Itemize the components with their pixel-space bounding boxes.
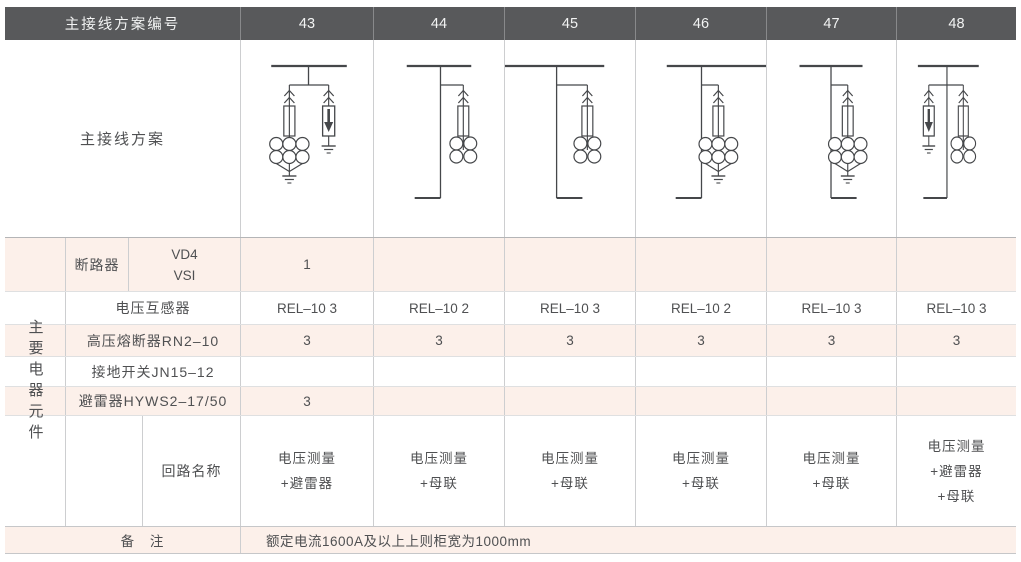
header-column-45: 45 <box>504 7 635 40</box>
breaker-row: 断路器 VD4 VSI 1 <box>5 238 1016 291</box>
surge-arrester-value-47 <box>766 387 896 415</box>
voltage-transformer-value-45: REL–10 3 <box>504 292 635 324</box>
hv-fuse-value-47: 3 <box>766 325 896 356</box>
components-group-strip <box>5 387 65 415</box>
hv-fuse-label: 高压熔断器RN2–10 <box>65 325 240 356</box>
hv-fuse-row: 高压熔断器RN2–10 3 3 3 3 3 3 <box>5 324 1016 356</box>
surge-arrester-value-44 <box>373 387 504 415</box>
breaker-value-44 <box>373 238 504 291</box>
voltage-transformer-value-43: REL–10 3 <box>240 292 373 324</box>
circuit-name-line: +母联 <box>551 476 589 491</box>
voltage-transformer-value-48: REL–10 3 <box>896 292 1016 324</box>
voltage-transformer-row: 电压互感器 REL–10 3 REL–10 2 REL–10 3 REL–10 2 REL… <box>5 291 1016 324</box>
header-column-47: 47 <box>766 7 896 40</box>
circuit-name-line: 电压测量 <box>278 451 336 466</box>
main-wiring-scheme-table: 主接线方案编号 43 44 45 46 47 48 主接线方案 断路器 VD4 VSI 1 电压互… <box>5 7 1016 554</box>
hv-fuse-value-48: 3 <box>896 325 1016 356</box>
breaker-label: 断路器 <box>65 238 128 291</box>
remark-label: 备 注 <box>120 534 170 549</box>
earthing-switch-value-47 <box>766 357 896 386</box>
earthing-switch-row: 接地开关JN15–12 <box>5 356 1016 386</box>
surge-arrester-value-46 <box>635 387 766 415</box>
scheme-diagram-row: 主接线方案 <box>5 40 1016 238</box>
circuit-name-value-45: 电压测量 +母联 <box>504 416 635 526</box>
components-group-strip <box>5 325 65 356</box>
scheme-diagram-46 <box>635 40 766 237</box>
circuit-name-line: 电压测量 <box>802 451 861 466</box>
circuit-name-value-48: 电压测量 +避雷器 +母联 <box>896 416 1016 526</box>
hv-fuse-value-46: 3 <box>635 325 766 356</box>
breaker-model-cell: VD4 VSI <box>128 238 240 291</box>
breaker-value-46 <box>635 238 766 291</box>
hv-fuse-value-44: 3 <box>373 325 504 356</box>
circuit-name-label: 回路名称 <box>142 416 240 526</box>
circuit-name-line: +母联 <box>937 488 976 504</box>
circuit-name-line: 电压测量 <box>410 451 468 466</box>
hv-fuse-value-45: 3 <box>504 325 635 356</box>
surge-arrester-row: 避雷器HYWS2–17/50 3 <box>5 386 1016 415</box>
hv-fuse-value-43: 3 <box>240 325 373 356</box>
circuit-name-line: +母联 <box>420 476 458 491</box>
scheme-row-label: 主接线方案 <box>79 131 165 148</box>
earthing-switch-value-44 <box>373 357 504 386</box>
earthing-switch-value-46 <box>635 357 766 386</box>
circuit-name-line: 电压测量 <box>927 438 986 454</box>
remark-row: 备 注 额定电流1600A及以上上则柜宽为1000mm <box>5 526 1016 554</box>
header-scheme-number-label: 主接线方案编号 <box>64 17 181 33</box>
scheme-diagram-48 <box>896 40 1016 237</box>
header-column-44: 44 <box>373 7 504 40</box>
components-group-strip <box>5 357 65 386</box>
circuit-name-line: +避雷器 <box>280 476 334 491</box>
breaker-value-48 <box>896 238 1016 291</box>
breaker-value-43: 1 <box>240 238 373 291</box>
circuit-name-row: 回路名称 电压测量 +避雷器 电压测量 +母联 电压测量 +母联 电压测量 +母联 电压测量 +母联… <box>5 415 1016 526</box>
components-group-strip <box>5 292 65 324</box>
circuit-name-value-47: 电压测量 +母联 <box>766 416 896 526</box>
earthing-switch-label: 接地开关JN15–12 <box>65 357 240 386</box>
breaker-model-line: VSI <box>173 267 196 283</box>
circuit-name-line: +母联 <box>812 476 851 491</box>
voltage-transformer-value-44: REL–10 2 <box>373 292 504 324</box>
scheme-diagram-44 <box>373 40 504 237</box>
voltage-transformer-label: 电压互感器 <box>65 292 240 324</box>
components-group-strip <box>5 416 65 526</box>
header-row: 主接线方案编号 43 44 45 46 47 48 <box>5 7 1016 40</box>
scheme-diagram-47 <box>766 40 896 237</box>
surge-arrester-label: 避雷器HYWS2–17/50 <box>65 387 240 415</box>
circuit-name-line: 电压测量 <box>541 451 599 466</box>
circuit-name-line: 电压测量 <box>672 451 730 466</box>
breaker-value-47 <box>766 238 896 291</box>
breaker-value-45 <box>504 238 635 291</box>
circuit-name-line: +母联 <box>682 476 720 491</box>
header-column-43: 43 <box>240 7 373 40</box>
header-column-46: 46 <box>635 7 766 40</box>
surge-arrester-value-48 <box>896 387 1016 415</box>
components-group-strip <box>5 238 65 291</box>
circuit-name-line: +避雷器 <box>930 463 983 479</box>
circuit-name-value-43: 电压测量 +避雷器 <box>240 416 373 526</box>
earthing-switch-value-48 <box>896 357 1016 386</box>
breaker-model-line: VD4 <box>171 246 198 262</box>
voltage-transformer-value-47: REL–10 3 <box>766 292 896 324</box>
circuit-name-value-46: 电压测量 +母联 <box>635 416 766 526</box>
scheme-diagram-43 <box>240 40 373 237</box>
circuit-name-value-44: 电压测量 +母联 <box>373 416 504 526</box>
surge-arrester-value-45 <box>504 387 635 415</box>
scheme-diagram-45 <box>504 40 635 237</box>
earthing-switch-value-45 <box>504 357 635 386</box>
header-column-48: 48 <box>896 7 1016 40</box>
voltage-transformer-value-46: REL–10 2 <box>635 292 766 324</box>
surge-arrester-value-43: 3 <box>240 387 373 415</box>
earthing-switch-value-43 <box>240 357 373 386</box>
remark-text: 额定电流1600A及以上上则柜宽为1000mm <box>240 527 1016 553</box>
circuit-name-spacer <box>65 416 142 526</box>
